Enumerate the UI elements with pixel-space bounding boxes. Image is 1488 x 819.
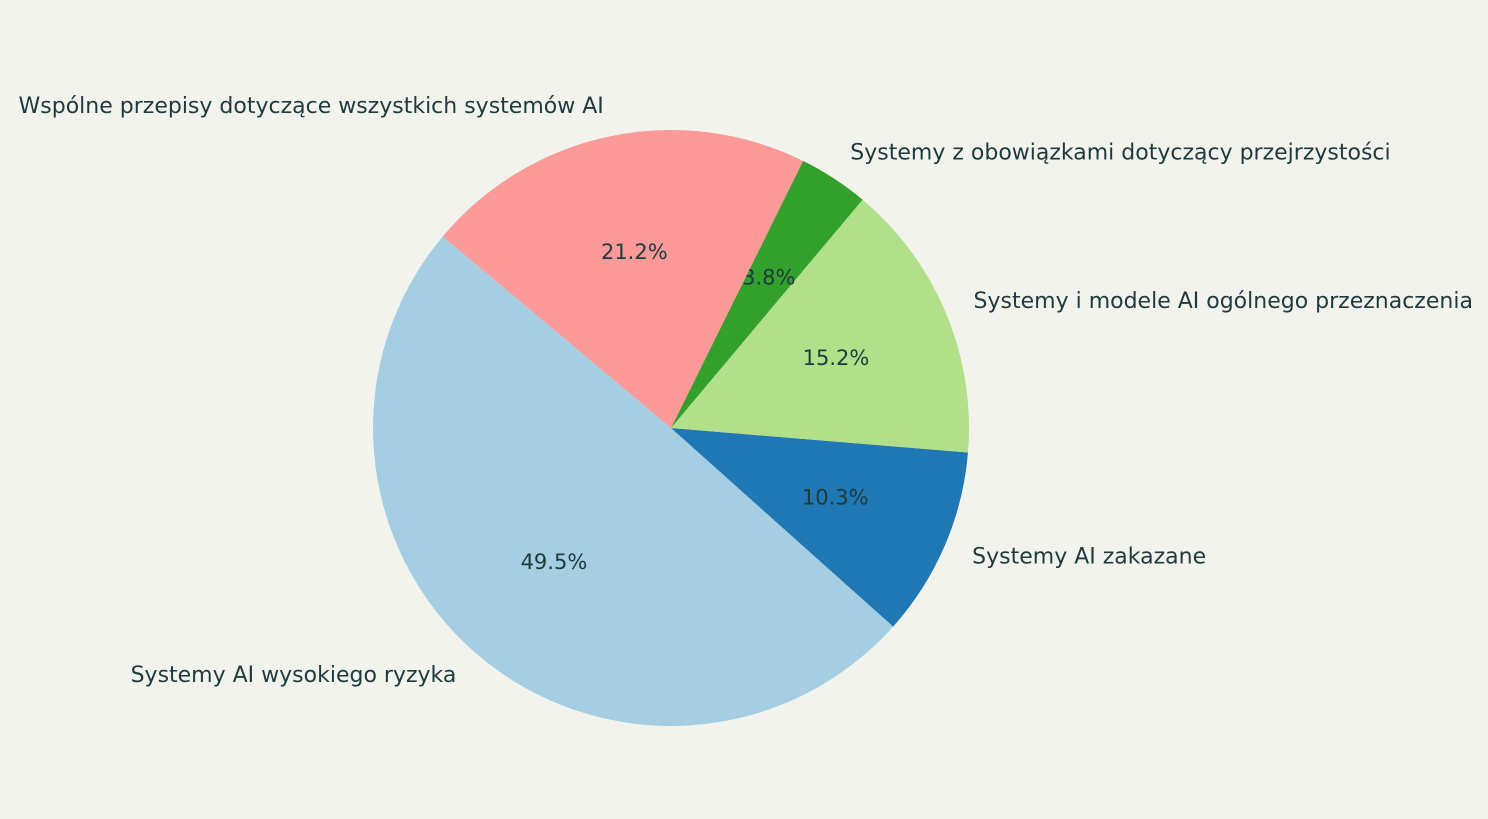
percent-label: 10.3% <box>802 486 869 510</box>
pie-slice <box>442 130 804 428</box>
slice-label: Wspólne przepisy dotyczące wszystkich sy… <box>19 94 604 119</box>
slice-label: Systemy AI zakazane <box>972 544 1206 569</box>
slice-label: Systemy i modele AI ogólnego przeznaczen… <box>974 289 1473 314</box>
percent-label: 3.8% <box>742 265 795 289</box>
pie-slice <box>671 160 863 429</box>
percent-label: 15.2% <box>803 346 870 370</box>
pie-slice <box>671 428 968 627</box>
pie-slice <box>372 236 894 727</box>
pie-slice <box>671 199 969 453</box>
percent-label: 49.5% <box>521 550 588 574</box>
percent-label: 21.2% <box>601 240 668 264</box>
slice-label: Systemy AI wysokiego ryzyka <box>131 663 457 688</box>
slice-label: Systemy z obowiązkami dotyczący przejrzy… <box>850 141 1390 166</box>
